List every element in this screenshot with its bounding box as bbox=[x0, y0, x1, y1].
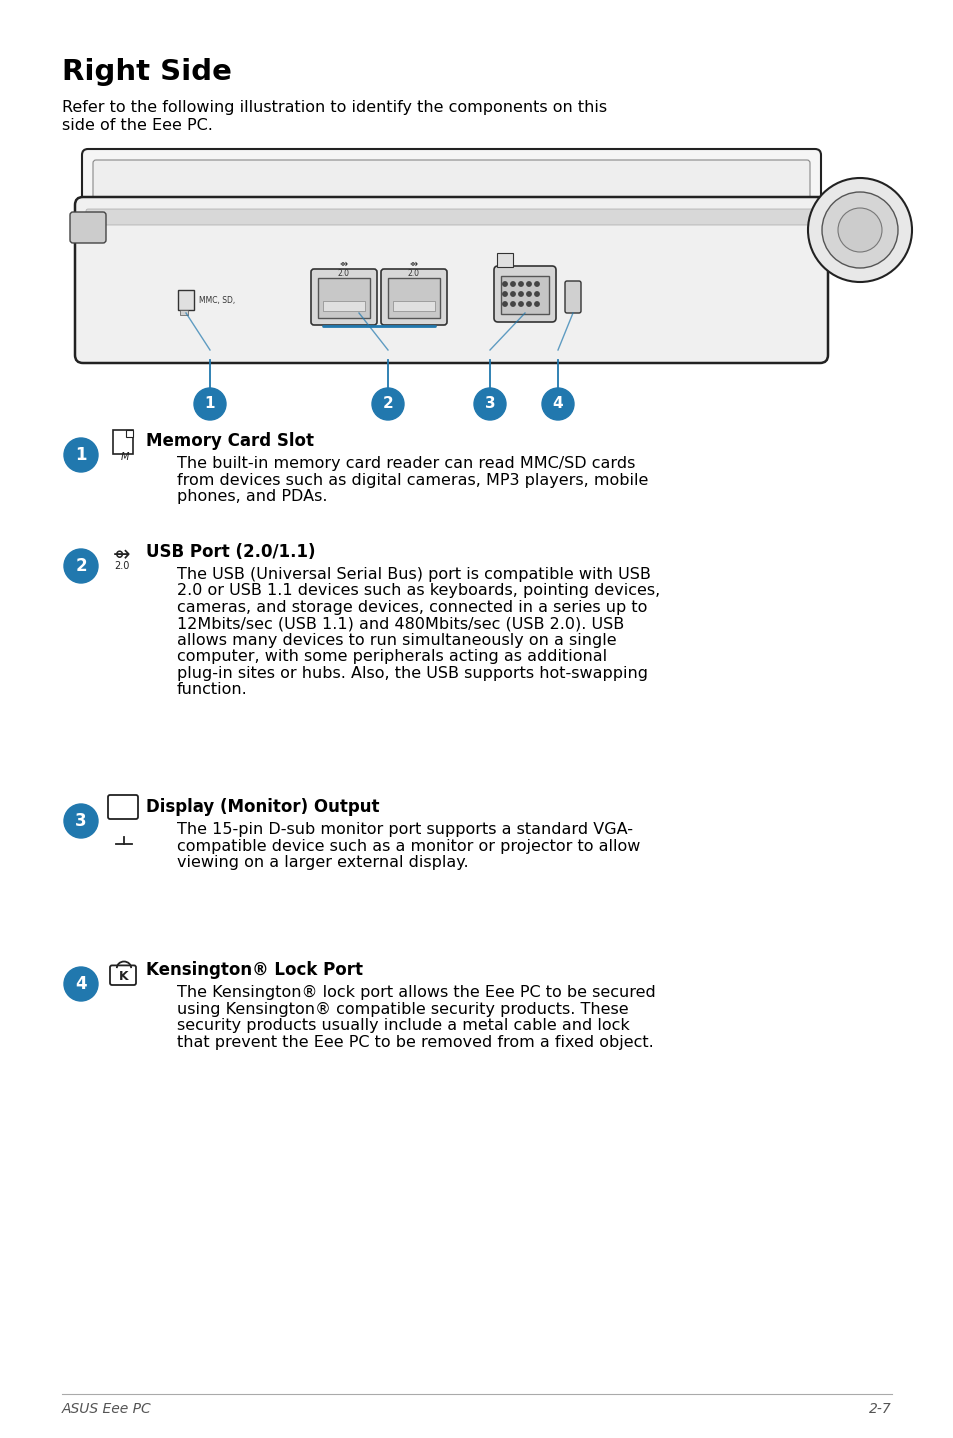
Text: 2.0: 2.0 bbox=[114, 561, 130, 571]
Circle shape bbox=[535, 292, 538, 296]
Circle shape bbox=[502, 282, 507, 286]
FancyBboxPatch shape bbox=[564, 280, 580, 313]
FancyBboxPatch shape bbox=[75, 197, 827, 362]
FancyBboxPatch shape bbox=[393, 301, 435, 311]
Circle shape bbox=[526, 302, 531, 306]
Circle shape bbox=[518, 292, 522, 296]
Text: 12Mbits/sec (USB 1.1) and 480Mbits/sec (USB 2.0). USB: 12Mbits/sec (USB 1.1) and 480Mbits/sec (… bbox=[177, 617, 623, 631]
Circle shape bbox=[510, 292, 515, 296]
FancyBboxPatch shape bbox=[86, 209, 816, 224]
Text: 1: 1 bbox=[75, 446, 87, 464]
Circle shape bbox=[837, 209, 882, 252]
FancyBboxPatch shape bbox=[70, 211, 106, 243]
Circle shape bbox=[502, 292, 507, 296]
Text: from devices such as digital cameras, MP3 players, mobile: from devices such as digital cameras, MP… bbox=[177, 473, 648, 487]
Text: computer, with some peripherals acting as additional: computer, with some peripherals acting a… bbox=[177, 650, 606, 664]
FancyBboxPatch shape bbox=[92, 160, 809, 201]
Text: The Kensington® lock port allows the Eee PC to be secured: The Kensington® lock port allows the Eee… bbox=[177, 985, 655, 999]
Text: ⇴: ⇴ bbox=[339, 259, 348, 269]
Text: 2.0: 2.0 bbox=[408, 269, 419, 278]
Circle shape bbox=[474, 388, 505, 420]
Text: ⇴: ⇴ bbox=[113, 545, 131, 565]
Text: Display (Monitor) Output: Display (Monitor) Output bbox=[146, 798, 379, 815]
Text: Kensington® Lock Port: Kensington® Lock Port bbox=[146, 961, 363, 979]
Text: compatible device such as a monitor or projector to allow: compatible device such as a monitor or p… bbox=[177, 838, 639, 854]
Text: cameras, and storage devices, connected in a series up to: cameras, and storage devices, connected … bbox=[177, 600, 647, 615]
FancyBboxPatch shape bbox=[311, 269, 376, 325]
Text: The 15-pin D-sub monitor port supports a standard VGA-: The 15-pin D-sub monitor port supports a… bbox=[177, 823, 633, 837]
Circle shape bbox=[193, 388, 226, 420]
Text: MMC, SD,: MMC, SD, bbox=[199, 295, 235, 305]
Text: 2.0 or USB 1.1 devices such as keyboards, pointing devices,: 2.0 or USB 1.1 devices such as keyboards… bbox=[177, 584, 659, 598]
FancyBboxPatch shape bbox=[494, 266, 556, 322]
FancyBboxPatch shape bbox=[323, 301, 365, 311]
Text: that prevent the Eee PC to be removed from a fixed object.: that prevent the Eee PC to be removed fr… bbox=[177, 1034, 653, 1050]
Text: The built-in memory card reader can read MMC/SD cards: The built-in memory card reader can read… bbox=[177, 456, 635, 472]
Text: 2: 2 bbox=[75, 557, 87, 575]
Text: 2: 2 bbox=[382, 397, 393, 411]
Text: allows many devices to run simultaneously on a single: allows many devices to run simultaneousl… bbox=[177, 633, 616, 649]
FancyBboxPatch shape bbox=[500, 276, 548, 313]
Text: 4: 4 bbox=[75, 975, 87, 994]
FancyBboxPatch shape bbox=[180, 311, 188, 315]
Text: 2-7: 2-7 bbox=[868, 1402, 891, 1416]
Text: Right Side: Right Side bbox=[62, 58, 232, 86]
FancyBboxPatch shape bbox=[388, 278, 439, 318]
Circle shape bbox=[372, 388, 403, 420]
Text: The USB (Universal Serial Bus) port is compatible with USB: The USB (Universal Serial Bus) port is c… bbox=[177, 567, 650, 582]
Circle shape bbox=[64, 966, 98, 1001]
Text: 1: 1 bbox=[205, 397, 215, 411]
Circle shape bbox=[510, 302, 515, 306]
Circle shape bbox=[535, 282, 538, 286]
Circle shape bbox=[526, 282, 531, 286]
FancyBboxPatch shape bbox=[126, 430, 132, 437]
Text: 2.0: 2.0 bbox=[337, 269, 350, 278]
Circle shape bbox=[64, 439, 98, 472]
Text: USB Port (2.0/1.1): USB Port (2.0/1.1) bbox=[146, 544, 315, 561]
Circle shape bbox=[64, 804, 98, 838]
Circle shape bbox=[518, 282, 522, 286]
Circle shape bbox=[541, 388, 574, 420]
Circle shape bbox=[510, 282, 515, 286]
FancyBboxPatch shape bbox=[82, 150, 821, 211]
Circle shape bbox=[518, 302, 522, 306]
FancyBboxPatch shape bbox=[178, 290, 193, 311]
Text: 3: 3 bbox=[75, 812, 87, 830]
FancyBboxPatch shape bbox=[380, 269, 447, 325]
Text: K: K bbox=[119, 969, 129, 982]
Text: function.: function. bbox=[177, 683, 248, 697]
Text: ASUS Eee PC: ASUS Eee PC bbox=[62, 1402, 152, 1416]
Text: side of the Eee PC.: side of the Eee PC. bbox=[62, 118, 213, 132]
Circle shape bbox=[535, 302, 538, 306]
Text: using Kensington® compatible security products. These: using Kensington® compatible security pr… bbox=[177, 1001, 628, 1017]
Circle shape bbox=[64, 549, 98, 582]
Text: phones, and PDAs.: phones, and PDAs. bbox=[177, 489, 327, 503]
Text: Refer to the following illustration to identify the components on this: Refer to the following illustration to i… bbox=[62, 101, 606, 115]
Text: plug-in sites or hubs. Also, the USB supports hot-swapping: plug-in sites or hubs. Also, the USB sup… bbox=[177, 666, 647, 682]
Text: Memory Card Slot: Memory Card Slot bbox=[146, 431, 314, 450]
Text: 3: 3 bbox=[484, 397, 495, 411]
Text: 4: 4 bbox=[552, 397, 562, 411]
FancyBboxPatch shape bbox=[497, 253, 513, 267]
Text: viewing on a larger external display.: viewing on a larger external display. bbox=[177, 856, 468, 870]
Circle shape bbox=[821, 193, 897, 267]
FancyBboxPatch shape bbox=[317, 278, 370, 318]
Text: ⇴: ⇴ bbox=[410, 259, 417, 269]
Circle shape bbox=[502, 302, 507, 306]
Circle shape bbox=[807, 178, 911, 282]
Text: M: M bbox=[121, 452, 129, 462]
Circle shape bbox=[526, 292, 531, 296]
Text: security products usually include a metal cable and lock: security products usually include a meta… bbox=[177, 1018, 629, 1032]
